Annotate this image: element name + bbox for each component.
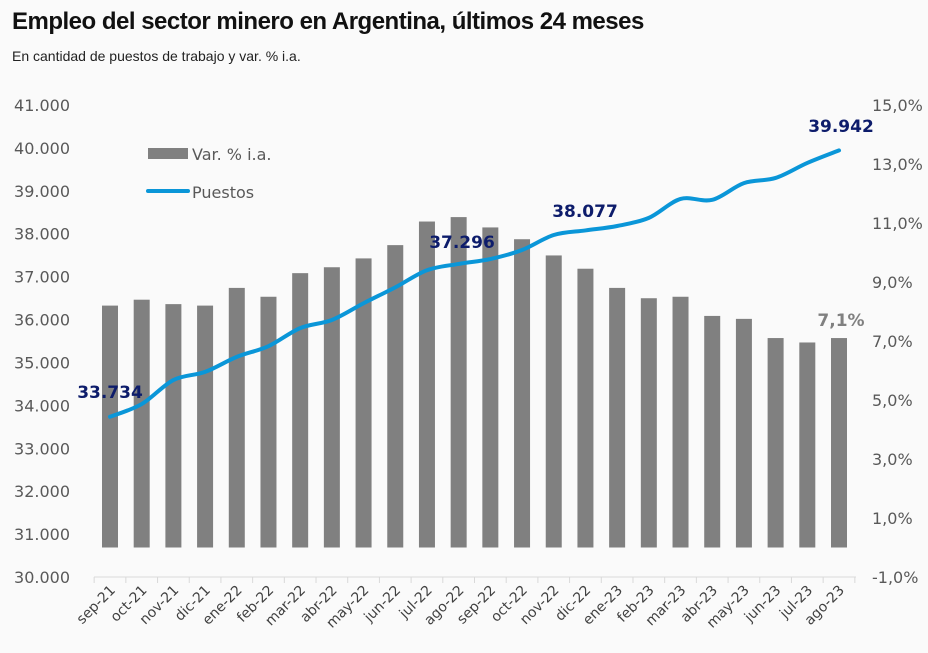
left-axis-tick: 38.000 [14, 225, 70, 244]
bar-var-ene-23 [609, 287, 626, 548]
left-axis-tick: 33.000 [14, 439, 70, 458]
legend-bar-swatch [148, 148, 188, 159]
bar-var-nov-22 [545, 255, 562, 548]
bar-var-mar-22 [292, 273, 309, 548]
left-axis-tick: 39.000 [14, 182, 70, 201]
bar-var-oct-22 [514, 239, 531, 548]
right-axis-tick: 3,0% [872, 450, 913, 469]
line-puestos [108, 148, 841, 419]
bar-var-ago-23 [831, 338, 847, 548]
bar-var-dic-22 [577, 268, 594, 548]
bar-var-sep-21 [102, 305, 118, 548]
left-axis-tick: 35.000 [14, 353, 70, 372]
right-axis-tick: -1,0% [872, 568, 918, 587]
right-axis-tick: 7,0% [872, 332, 913, 351]
right-axis-tick: 13,0% [872, 155, 923, 174]
left-axis-tick: 32.000 [14, 482, 70, 501]
bar-var-ene-22 [228, 287, 245, 548]
bar-var-nov-21 [165, 304, 182, 548]
bar-var-may-22 [355, 258, 372, 548]
bar-var-mar-23 [672, 296, 689, 548]
chart-title: Empleo del sector minero en Argentina, ú… [12, 8, 644, 35]
data-label: 39.942 [808, 117, 874, 137]
legend-label-var: Var. % i.a. [192, 145, 272, 164]
data-label: 7,1% [817, 311, 864, 331]
bar-var-jun-22 [387, 245, 404, 548]
bar-var-ago-22 [450, 217, 467, 548]
bar-var-jul-23 [799, 342, 816, 548]
chart-subtitle: En cantidad de puestos de trabajo y var.… [12, 48, 301, 64]
left-axis-tick: 34.000 [14, 396, 70, 415]
right-axis-tick: 9,0% [872, 273, 913, 292]
data-label: 38.077 [552, 202, 618, 222]
bar-var-sep-22 [482, 227, 499, 548]
right-axis-tick: 15,0% [872, 96, 923, 115]
left-axis-tick: 31.000 [14, 525, 70, 544]
bar-var-dic-21 [197, 305, 214, 548]
right-axis-tick: 11,0% [872, 214, 923, 233]
legend-label-puestos: Puestos [192, 183, 254, 202]
bar-var-may-23 [735, 318, 752, 548]
left-axis-tick: 41.000 [14, 96, 70, 115]
left-axis-tick: 36.000 [14, 311, 70, 330]
x-axis-label: sep-21 [74, 583, 119, 628]
bar-var-oct-21 [133, 299, 150, 548]
bar-var-jun-23 [767, 338, 784, 548]
bar-var-abr-22 [323, 267, 340, 548]
left-axis-tick: 40.000 [14, 139, 70, 158]
data-label: 37.296 [429, 233, 495, 253]
left-axis-tick: 37.000 [14, 268, 70, 287]
left-axis-tick: 30.000 [14, 568, 70, 587]
bar-var-abr-23 [704, 315, 721, 548]
bar-var-jul-22 [418, 221, 435, 548]
right-axis-tick: 1,0% [872, 509, 913, 528]
bar-var-feb-22 [260, 296, 277, 548]
data-label: 33.734 [77, 383, 143, 403]
bar-var-feb-23 [640, 298, 657, 548]
right-axis-tick: 5,0% [872, 391, 913, 410]
